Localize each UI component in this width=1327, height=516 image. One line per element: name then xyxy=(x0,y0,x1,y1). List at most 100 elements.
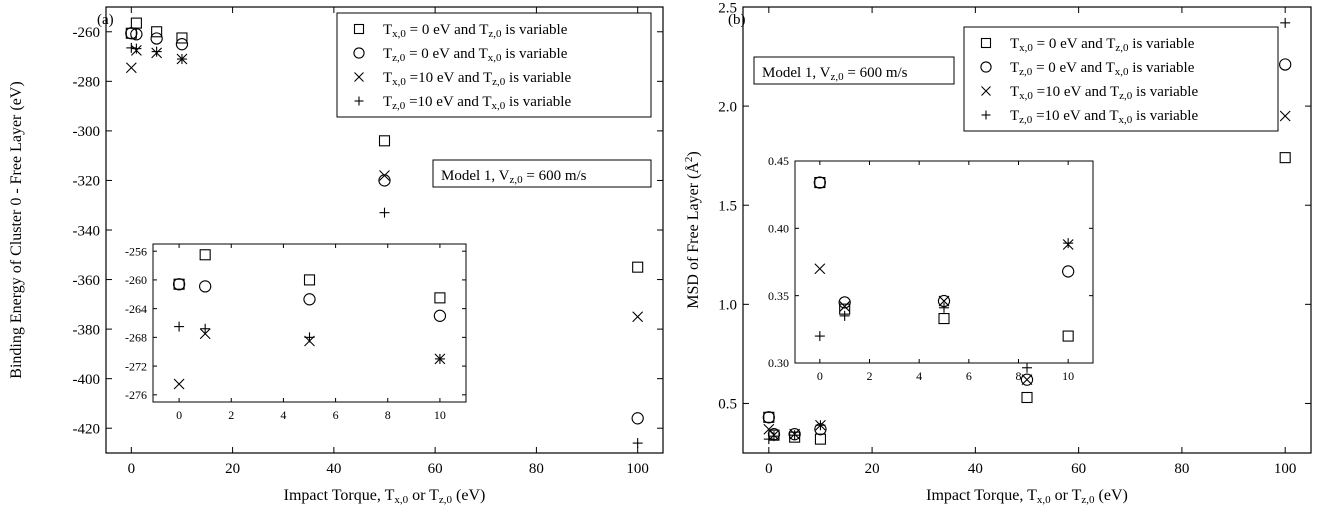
b-point-circle xyxy=(762,411,775,424)
inset-b-point-plus xyxy=(814,331,825,342)
legend-a: Tx,0 = 0 eV and Tz,0 is variable Tz,0 = 0… xyxy=(336,12,652,118)
b-point-square xyxy=(1021,391,1033,404)
inset-b-point-plus xyxy=(839,310,850,321)
a-point-x xyxy=(125,62,137,74)
a-ytick-label: -260 xyxy=(73,25,101,41)
a-xtick-label: 100 xyxy=(626,461,649,477)
b-xtick-label: 20 xyxy=(865,461,880,477)
inset-a-xtick-label: 10 xyxy=(434,408,446,422)
legend-label: Tx,0 = 0 eV and Tz,0 is variable xyxy=(383,22,568,40)
a-point-plus xyxy=(379,207,390,218)
a-xtick-label: 60 xyxy=(428,461,443,477)
a-ytick-label: -380 xyxy=(73,322,101,338)
inset-a-xtick-label: 2 xyxy=(228,408,234,422)
legend-label: Tz,0 =10 eV and Tx,0 is variable xyxy=(1010,108,1198,126)
legend-marker-circle xyxy=(353,47,365,59)
legend-label: Tz,0 =10 eV and Tx,0 is variable xyxy=(383,94,571,112)
inset-a-point-plus xyxy=(434,353,445,364)
legend-marker-plus xyxy=(981,110,991,120)
a-point-circle xyxy=(175,38,189,51)
inset-a-ytick-label: -272 xyxy=(125,359,147,373)
b-point-x xyxy=(763,423,775,435)
inset-a-point-x xyxy=(199,328,211,340)
a-ytick-label: -360 xyxy=(73,273,101,289)
legend-label: Tx,0 =10 eV and Tz,0 is variable xyxy=(383,70,571,88)
legend-label: Tx,0 = 0 eV and Tz,0 is variable xyxy=(1010,36,1195,54)
plot-frame-b xyxy=(742,6,1312,454)
a-xtick-label: 0 xyxy=(128,461,136,477)
annotation-box-a: Model 1, Vz,0 = 600 m/s xyxy=(432,159,652,188)
inset-a-point-circle xyxy=(199,280,212,293)
inset-b: 0 2 4 6 8 10 0.30 0.35 0.40 0.45 xyxy=(768,154,1094,383)
inset-a-point-circle xyxy=(172,278,186,291)
legend-marker-x xyxy=(981,86,991,96)
legend-box xyxy=(963,26,1279,132)
inset-a-point-circle xyxy=(433,309,447,322)
b-xtick-label: 60 xyxy=(1071,461,1086,477)
b-point-plus xyxy=(815,420,826,431)
inset-b-xtick-label: 6 xyxy=(966,369,972,383)
b-point-square xyxy=(763,411,775,423)
inset-a-point-square xyxy=(303,274,316,286)
a-point-plus xyxy=(151,46,162,57)
inset-a-ytick-label: -260 xyxy=(125,273,147,287)
panel-label-a: (a) xyxy=(97,12,114,28)
a-point-square xyxy=(378,135,391,147)
b-xtick-label: 100 xyxy=(1274,461,1297,477)
inset-b-xtick-label: 4 xyxy=(916,369,922,383)
inset-a-point-plus xyxy=(174,321,185,332)
b-ytick-label: 1.5 xyxy=(718,198,737,214)
a-point-circle xyxy=(378,174,391,187)
a-point-square xyxy=(176,32,188,44)
inset-b-xtick-label: 0 xyxy=(817,369,823,383)
inset-b-xtick-label: 10 xyxy=(1062,369,1074,383)
inset-ticks-b: 0 2 4 6 8 10 0.30 0.35 0.40 0.45 xyxy=(768,154,1093,383)
inset-a-point-square xyxy=(199,249,211,261)
inset-b-ytick-label: 0.30 xyxy=(768,356,789,370)
a-point-x xyxy=(379,170,390,181)
inset-b-point-x xyxy=(938,295,950,307)
a-point-circle xyxy=(125,27,138,40)
a-ytick-label: -420 xyxy=(73,421,101,437)
a-point-square xyxy=(151,26,163,38)
a-point-plus xyxy=(126,42,137,53)
inset-b-ytick-label: 0.45 xyxy=(768,154,789,168)
inset-a-ytick-label: -256 xyxy=(125,244,147,258)
annotation-box-b: Model 1, Vz,0 = 600 m/s xyxy=(753,56,955,85)
inset-markers-b xyxy=(813,176,1075,342)
legend-marker-plus xyxy=(354,96,364,106)
panel-a: (a) Impact Torque, Tx,0 or Tz,0 (eV) Bin… xyxy=(8,6,664,506)
inset-b-ytick-label: 0.35 xyxy=(768,289,789,303)
a-xtick-label: 40 xyxy=(326,461,341,477)
b-ytick-label: 2.0 xyxy=(718,99,737,115)
b-point-x xyxy=(1279,110,1291,122)
inset-b-xtick-label: 2 xyxy=(867,369,873,383)
inset-a-ytick-label: -268 xyxy=(125,331,147,345)
legend-marker-circle xyxy=(980,61,992,73)
legend-label: Tz,0 = 0 eV and Tx,0 is variable xyxy=(383,46,568,64)
inset-b-point-square xyxy=(938,313,950,325)
inset-markers-a xyxy=(172,249,447,390)
legend-box xyxy=(336,12,652,118)
inset-b-point-x xyxy=(814,263,826,275)
inset-frame-a xyxy=(152,243,467,403)
inset-a-point-x xyxy=(173,378,185,390)
b-point-plus xyxy=(1280,17,1291,28)
b-point-plus xyxy=(768,431,779,442)
a-point-square xyxy=(130,17,142,29)
a-xtick-label: 20 xyxy=(225,461,240,477)
b-point-square xyxy=(1279,152,1291,164)
series-markers-a xyxy=(125,17,644,449)
legend-label: Tz,0 = 0 eV and Tx,0 is variable xyxy=(1010,60,1195,78)
inset-b-point-circle xyxy=(838,296,851,309)
panel-b: (b) Impact Torque, Tx,0 or Tz,0 (eV) MSD… xyxy=(683,0,1312,506)
inset-a: 0 2 4 6 8 10 -256 -260 -264 -268 -272 -276 xyxy=(125,243,467,422)
annotation-a: Model 1, Vz,0 = 600 m/s xyxy=(441,168,587,186)
inset-frame-b xyxy=(794,160,1094,364)
legend-marker-square xyxy=(980,37,992,49)
inset-ticks-a: 0 2 4 6 8 10 -256 -260 -264 -268 -272 -276 xyxy=(125,244,466,422)
a-point-circle xyxy=(150,32,163,45)
b-xtick-label: 40 xyxy=(968,461,983,477)
a-xtick-label: 80 xyxy=(529,461,544,477)
